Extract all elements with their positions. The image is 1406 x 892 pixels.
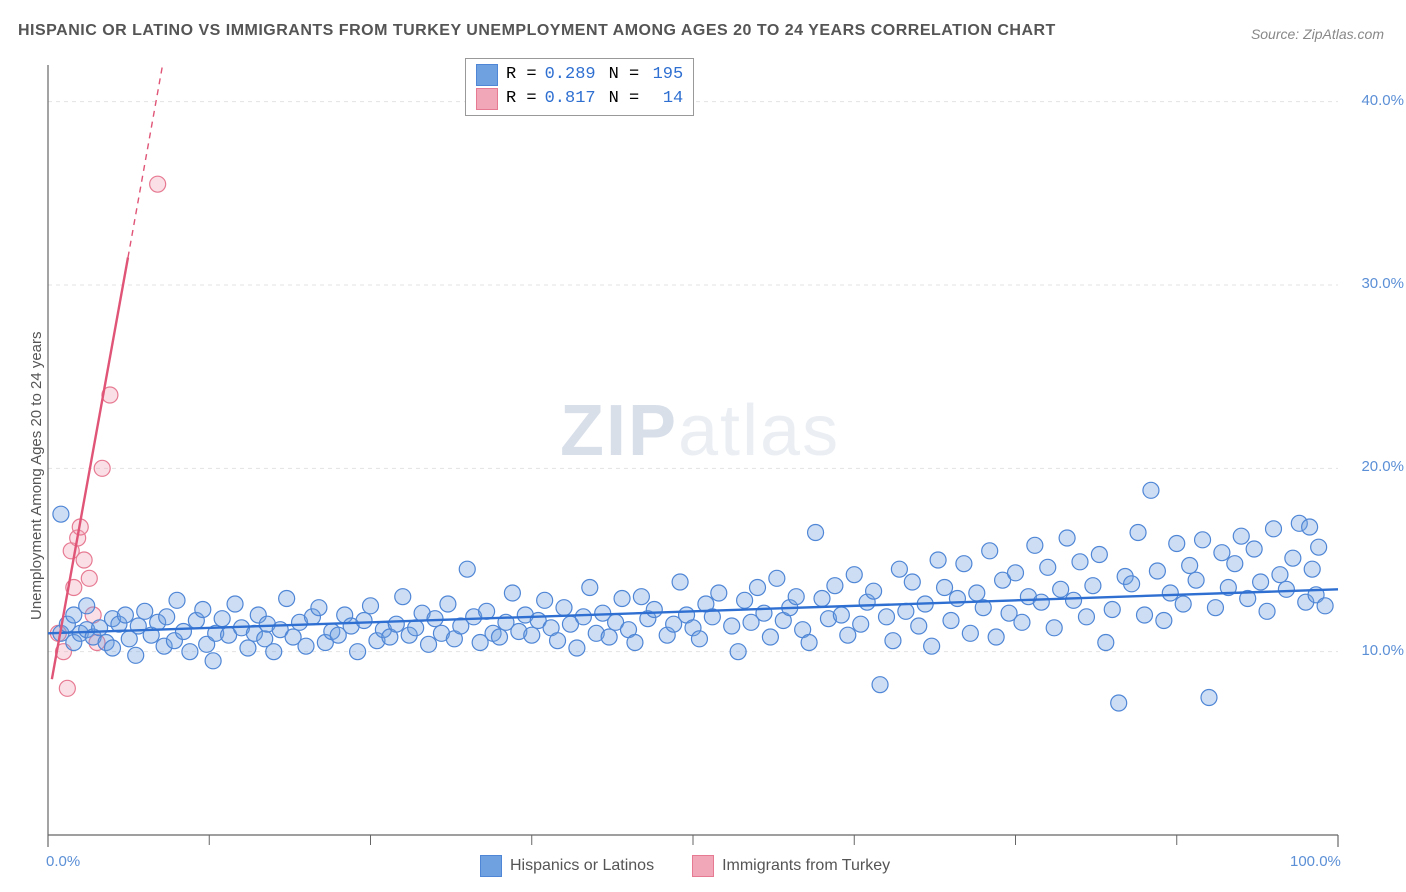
legend-r-label: R =	[506, 63, 537, 87]
legend-row-blue: R = 0.289 N = 195	[476, 63, 683, 87]
legend-row-pink: R = 0.817 N = 14	[476, 87, 683, 111]
legend-swatch-blue	[480, 855, 502, 877]
legend-n-value-blue: 195	[647, 63, 683, 87]
legend-r-value-pink: 0.817	[545, 87, 601, 111]
legend-swatch-pink	[692, 855, 714, 877]
legend-n-label: N =	[609, 63, 640, 87]
chart-canvas	[0, 0, 1406, 892]
legend-n-label: N =	[609, 87, 640, 111]
y-tick-label: 30.0%	[1344, 275, 1404, 292]
y-tick-label: 40.0%	[1344, 92, 1404, 109]
legend-swatch-pink	[476, 88, 498, 110]
series-legend: Hispanics or Latinos Immigrants from Tur…	[480, 855, 890, 877]
y-tick-label: 10.0%	[1344, 642, 1404, 659]
legend-r-label: R =	[506, 87, 537, 111]
x-tick-label: 0.0%	[46, 853, 80, 870]
y-tick-label: 20.0%	[1344, 458, 1404, 475]
x-tick-label: 100.0%	[1290, 853, 1341, 870]
legend-label-pink: Immigrants from Turkey	[722, 857, 890, 875]
legend-r-value-blue: 0.289	[545, 63, 601, 87]
legend-swatch-blue	[476, 64, 498, 86]
legend-n-value-pink: 14	[647, 87, 683, 111]
y-axis-label: Unemployment Among Ages 20 to 24 years	[28, 331, 45, 620]
legend-label-blue: Hispanics or Latinos	[510, 857, 654, 875]
correlation-legend: R = 0.289 N = 195 R = 0.817 N = 14	[465, 58, 694, 116]
